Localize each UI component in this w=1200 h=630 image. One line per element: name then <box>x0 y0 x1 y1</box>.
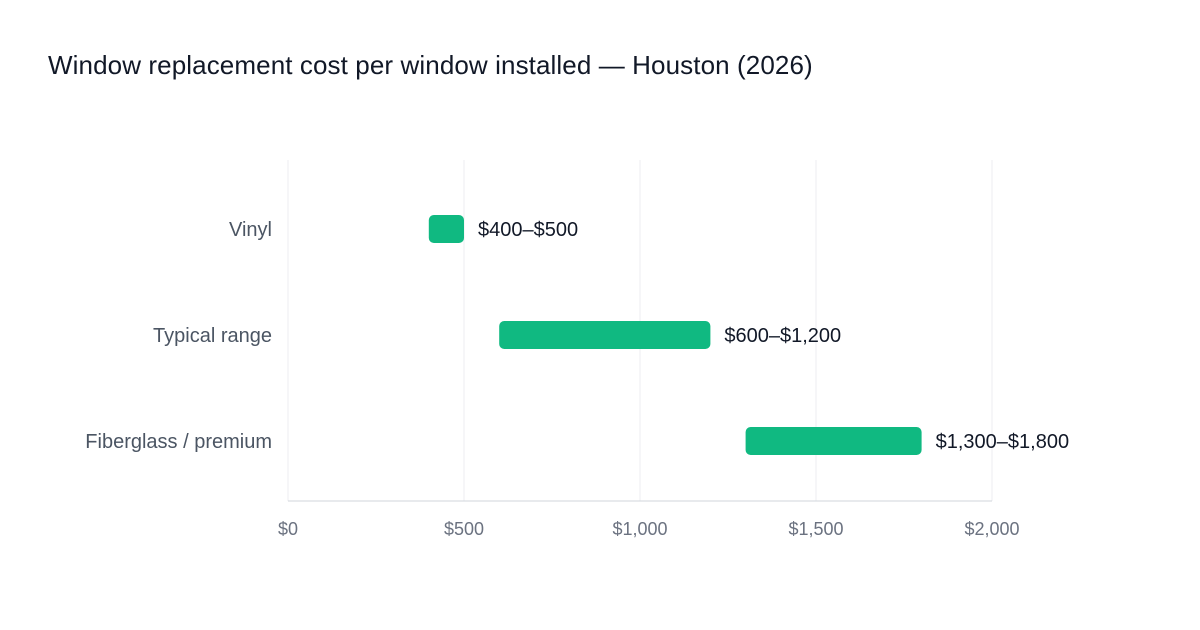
range-bar <box>499 321 711 349</box>
category-label: Vinyl <box>229 219 272 241</box>
chart-title: Window replacement cost per window insta… <box>48 50 813 80</box>
x-tick-label: $500 <box>444 519 484 539</box>
range-value-label: $1,300–$1,800 <box>936 431 1069 453</box>
range-bar <box>428 215 464 243</box>
x-tick-label: $2,000 <box>964 519 1019 539</box>
category-label: Fiberglass / premium <box>85 431 272 453</box>
category-labels: Vinyl Typical range Fiberglass / premium <box>85 219 272 453</box>
x-tick-label: $1,500 <box>788 519 843 539</box>
range-value-label: $400–$500 <box>478 219 578 241</box>
range-value-label: $600–$1,200 <box>724 325 841 347</box>
x-axis-ticks: $0 $500 $1,000 $1,500 $2,000 <box>278 519 1020 539</box>
data-labels: $400–$500 $600–$1,200 $1,300–$1,800 <box>478 219 1069 453</box>
range-bars <box>428 215 922 455</box>
category-label: Typical range <box>153 325 272 347</box>
x-tick-label: $1,000 <box>612 519 667 539</box>
x-tick-label: $0 <box>278 519 298 539</box>
range-bar <box>745 427 922 455</box>
